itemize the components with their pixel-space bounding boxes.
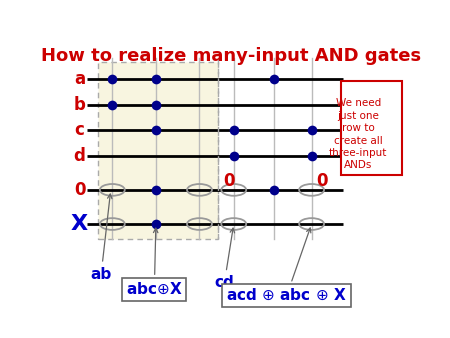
Text: How to realize many-input AND gates: How to realize many-input AND gates [40,47,421,65]
Text: d: d [74,147,86,165]
Text: cd: cd [215,228,234,290]
Text: We need
just one
row to
create all
three-input
ANDs: We need just one row to create all three… [329,98,387,170]
Text: abc$\oplus$X: abc$\oplus$X [126,228,183,297]
Bar [98,62,218,239]
Text: acd $\oplus$ abc $\oplus$ X: acd $\oplus$ abc $\oplus$ X [226,228,347,303]
Text: X: X [71,214,88,234]
Text: 0: 0 [223,172,234,190]
Text: b: b [74,96,86,114]
Text: a: a [74,70,85,88]
FancyBboxPatch shape [341,81,402,175]
Text: ab: ab [90,194,112,282]
Text: 0: 0 [74,181,86,199]
Text: 0: 0 [316,172,328,190]
Text: c: c [75,121,85,139]
